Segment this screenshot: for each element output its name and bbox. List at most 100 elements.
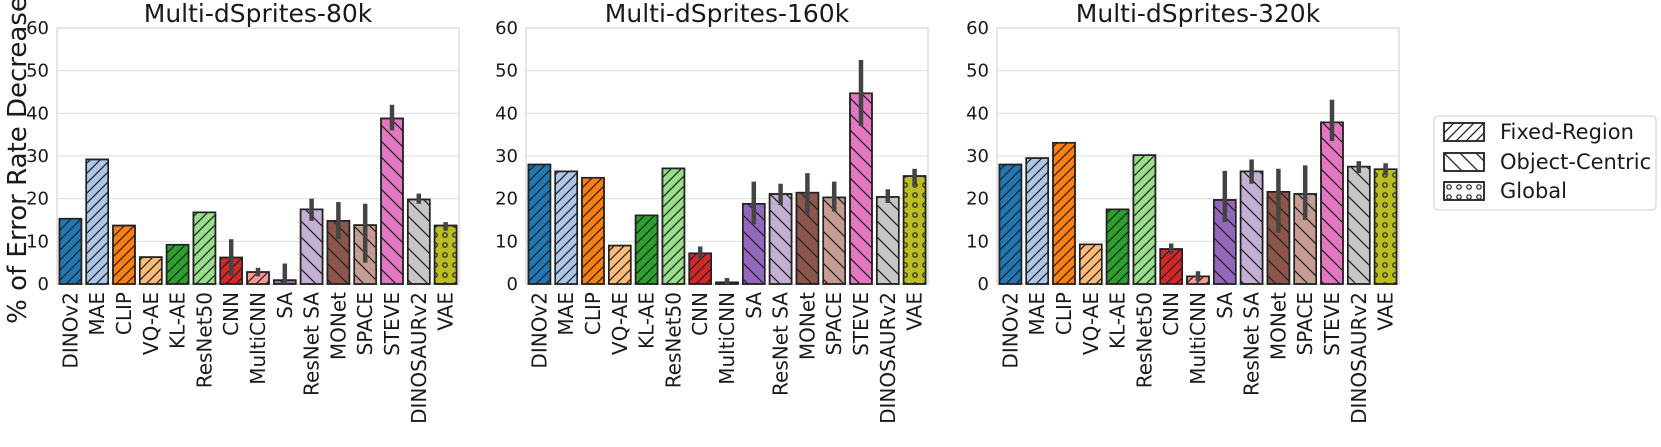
legend-item-object-centric: Object-Centric [1443, 150, 1651, 174]
bar-vae-hatch [902, 175, 927, 285]
bar-vq-ae-hatch [139, 256, 163, 285]
x-tick-label: CLIP [112, 292, 136, 335]
y-tick-label: 10 [26, 231, 49, 252]
bar-dinosaurv2-hatch [876, 196, 900, 285]
x-tick-label: DINOSAURv2 [407, 292, 431, 424]
y-tick-label: 50 [495, 61, 518, 82]
x-tick-label: MAE [85, 292, 109, 336]
bar-dinosaurv2-hatch [1347, 165, 1371, 285]
x-tick-label: CNN [1159, 292, 1183, 336]
bar-mae-hatch [85, 158, 109, 285]
y-tick-label: 50 [966, 61, 989, 82]
legend-label-fixed-region: Fixed-Region [1500, 120, 1634, 144]
x-tick-label: MONet [1266, 292, 1290, 360]
y-tick-label: 20 [495, 189, 518, 210]
y-tick-label: 10 [966, 231, 989, 252]
x-tick-label: VAE [1374, 292, 1398, 331]
y-tick-label: 60 [495, 18, 518, 39]
y-tick-label: 60 [966, 18, 989, 39]
chart-panel-multi-dsprites-320k: 0 10 20 30 40 50 60 Multi-dSprites-320k DINOv2 MA… [966, 0, 1400, 424]
x-tick-label: VAE [903, 292, 927, 331]
bar-clip-hatch [112, 224, 136, 285]
bar-clip-hatch [581, 176, 605, 285]
x-tick-label: DINOSAURv2 [876, 292, 900, 424]
y-tick-label: 30 [26, 146, 49, 167]
y-tick-label: 40 [26, 103, 49, 124]
x-tick-label: MultiCNN [715, 292, 739, 385]
bar-kl-ae-hatch [1105, 208, 1130, 285]
y-tick-label: 0 [507, 274, 518, 295]
x-tick-label: SPACE [353, 292, 377, 355]
x-tick-label: VAE [434, 292, 458, 331]
bar-steve-hatch [1320, 121, 1344, 285]
y-tick-label: 10 [495, 231, 518, 252]
x-tick-label: VQ-AE [608, 292, 632, 355]
bar-mae-hatch [1025, 157, 1049, 285]
x-tick-label: VQ-AE [1079, 292, 1103, 355]
x-tick-label: CLIP [581, 292, 605, 335]
bar-dinov2-hatch [58, 217, 83, 285]
x-tick-label: ResNet50 [661, 292, 685, 388]
legend-frame [1433, 115, 1657, 211]
legend-hatch-global [1443, 181, 1485, 201]
y-axis-label: % of Error Rate Decrease [3, 0, 33, 324]
x-tick-label: SA [273, 292, 297, 319]
bar-cnn-hatch [1159, 248, 1183, 285]
x-tick-label: MAE [1025, 292, 1049, 336]
legend-item-fixed-region: Fixed-Region [1443, 120, 1634, 144]
bar-resnet50-hatch [661, 167, 686, 285]
x-tick-label: ResNet SA [1240, 292, 1264, 396]
x-tick-label: SA [1213, 292, 1237, 319]
bar-vae-hatch [433, 224, 458, 285]
x-tick-label: MAE [554, 292, 578, 336]
x-tick-label: SA [742, 292, 766, 319]
x-tick-label: KL-AE [166, 292, 190, 349]
x-tick-label: CLIP [1052, 292, 1076, 335]
x-tick-label: ResNet50 [192, 292, 216, 388]
x-tick-label: SPACE [1293, 292, 1317, 355]
chart-title: Multi-dSprites-320k [1076, 0, 1321, 28]
y-tick-label: 30 [966, 146, 989, 167]
x-tick-label: DINOv2 [58, 292, 82, 369]
chart-title: Multi-dSprites-80k [144, 0, 373, 28]
bar-dinosaurv2-hatch [407, 198, 431, 285]
x-tick-label: MONet [326, 292, 350, 360]
chart-title: Multi-dSprites-160k [605, 0, 850, 28]
bar-resnet-sa-hatch [1239, 170, 1264, 285]
bar-mae-hatch [554, 170, 578, 285]
x-tick-label: CNN [219, 292, 243, 336]
legend-item-global: Global [1443, 179, 1567, 203]
x-tick-label: STEVE [380, 292, 404, 356]
bar-dinov2-hatch [527, 163, 552, 285]
bar-steve-hatch [380, 117, 404, 285]
x-tick-label: KL-AE [635, 292, 659, 349]
legend-label-global: Global [1500, 179, 1567, 203]
x-tick-label: VQ-AE [139, 292, 163, 355]
x-tick-label: DINOv2 [527, 292, 551, 369]
x-tick-label: ResNet50 [1132, 292, 1156, 388]
y-tick-label: 0 [978, 274, 989, 295]
y-tick-label: 30 [495, 146, 518, 167]
y-tick-label: 40 [966, 103, 989, 124]
bar-dinov2-hatch [998, 163, 1023, 285]
bar-resnet-sa-hatch [768, 193, 793, 285]
x-tick-label: SPACE [822, 292, 846, 355]
x-tick-label: STEVE [849, 292, 873, 356]
x-tick-label: CNN [688, 292, 712, 336]
legend-label-object-centric: Object-Centric [1500, 150, 1651, 174]
x-tick-label: ResNet SA [769, 292, 793, 396]
x-tick-label: MONet [795, 292, 819, 360]
legend-hatch-object-centric [1443, 152, 1485, 172]
x-tick-label: DINOv2 [998, 292, 1022, 369]
bar-vae-hatch [1373, 168, 1398, 285]
y-tick-label: 50 [26, 61, 49, 82]
x-tick-label: ResNet SA [300, 292, 324, 396]
bar-kl-ae-hatch [165, 243, 190, 285]
x-tick-label: STEVE [1320, 292, 1344, 356]
y-tick-label: 20 [26, 189, 49, 210]
bar-resnet50-hatch [1132, 154, 1157, 285]
x-tick-label: MultiCNN [246, 292, 270, 385]
legend-hatch-fixed-region [1443, 122, 1485, 142]
y-tick-label: 60 [26, 18, 49, 39]
